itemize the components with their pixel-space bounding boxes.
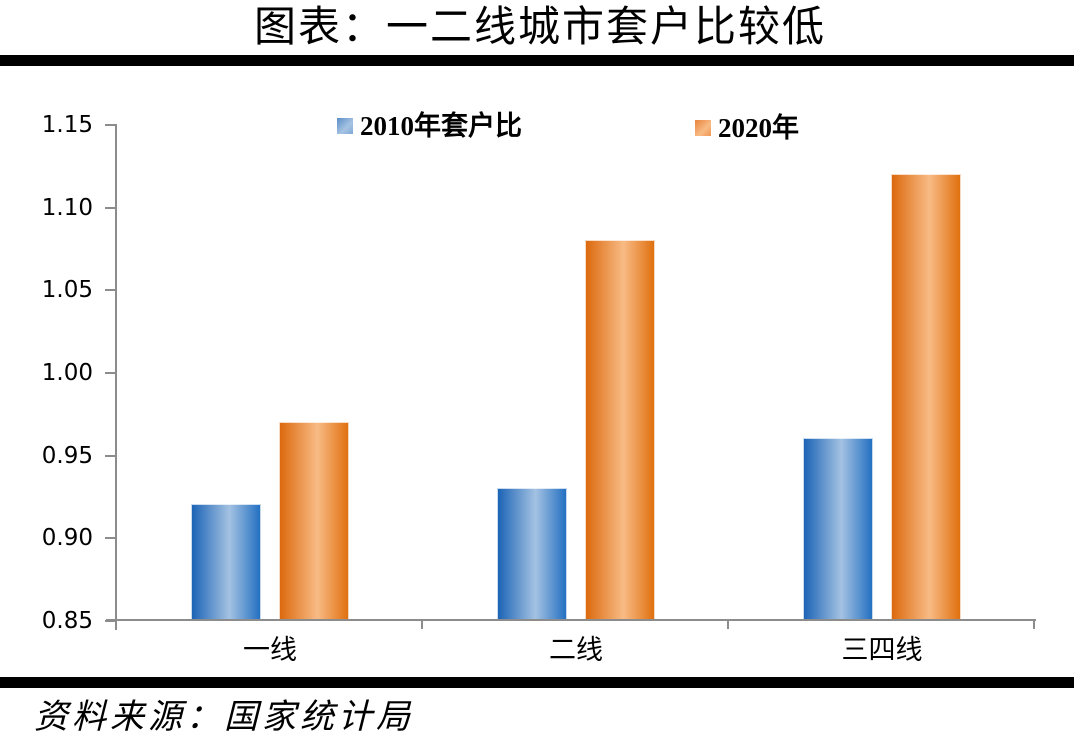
y-axis-tick-mark <box>105 454 115 457</box>
legend-label-2010: 2010年套户比 <box>360 110 522 141</box>
bar-2020-tier-3-4 <box>891 173 961 620</box>
legend-label-2020: 2020年 <box>718 112 799 143</box>
source-note: 资料来源：国家统计局 <box>34 699 414 736</box>
y-axis-tick-label: 1.05 <box>41 277 93 304</box>
legend-item-2010: 2010年套户比 <box>337 110 522 141</box>
y-axis-tick-mark <box>105 124 115 126</box>
bar-2020-tier-2 <box>585 239 655 620</box>
y-axis-tick-mark <box>105 372 115 374</box>
y-axis-tick-label: 1.00 <box>41 360 93 386</box>
top-divider-rule <box>0 55 1074 66</box>
y-axis-tick-label: 0.90 <box>41 525 93 552</box>
x-axis-tick-mark <box>727 621 729 629</box>
x-category-label-tier-2: 二线 <box>549 635 603 665</box>
y-axis-tick-mark <box>105 206 115 209</box>
x-category-label-tier-3-4: 三四线 <box>841 635 923 665</box>
x-axis-line <box>106 619 1036 621</box>
y-axis-tick-mark <box>105 537 115 540</box>
y-axis-tick-label: 0.85 <box>41 608 93 634</box>
plot-area: 一线 二线 三四线 0.85 0.90 0.95 1.00 1.05 1.10 1.15 <box>42 112 1036 665</box>
x-category-label-tier-1: 一线 <box>243 635 297 665</box>
y-axis-tick-mark <box>105 620 115 622</box>
x-axis-tick-mark <box>1033 621 1035 629</box>
bar-2010-tier-3-4 <box>803 438 873 620</box>
legend-swatch-2010 <box>337 118 353 134</box>
bottom-divider-rule <box>0 677 1074 688</box>
chart-title: 图表：一二线城市套户比较低 <box>253 5 826 51</box>
bar-2020-tier-1 <box>279 421 349 620</box>
y-axis-tick-label: 1.10 <box>41 194 93 221</box>
x-axis-tick-mark <box>421 621 423 629</box>
y-axis-tick-label: 1.15 <box>41 112 93 138</box>
legend-item-2020: 2020年 <box>695 112 799 143</box>
bar-2010-tier-2 <box>497 487 567 620</box>
y-axis-tick-mark <box>105 289 115 292</box>
y-axis-tick-label: 0.95 <box>41 442 93 469</box>
bar-2010-tier-1 <box>191 504 261 620</box>
y-axis-line <box>115 124 117 630</box>
legend-swatch-2020 <box>695 120 711 136</box>
